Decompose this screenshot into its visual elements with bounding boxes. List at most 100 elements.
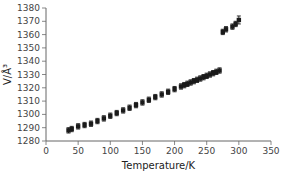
x-axis-label: Temperature/K: [121, 160, 196, 171]
error-bar: [147, 97, 151, 102]
error-bar: [237, 16, 241, 24]
x-tick: [110, 141, 111, 145]
error-bar-cap: [115, 110, 119, 111]
error-bar-cap: [211, 75, 215, 76]
error-bar-cap: [108, 113, 112, 114]
error-bar: [140, 100, 144, 105]
x-tick-label: 100: [102, 146, 119, 156]
x-tick-label: 350: [262, 146, 279, 156]
plot-area: [46, 8, 271, 141]
error-bar: [153, 94, 157, 99]
y-tick-label: 1290: [17, 123, 40, 133]
point: [127, 106, 131, 110]
error-bar-cap: [76, 123, 80, 124]
y-tick-label: 1370: [17, 16, 40, 26]
y-tick: [42, 47, 46, 48]
point: [217, 68, 221, 72]
x-tick: [238, 141, 239, 145]
error-bar: [102, 116, 106, 121]
y-tick-label: 1380: [17, 3, 40, 13]
point: [95, 119, 99, 123]
y-tick-label: 1330: [17, 70, 40, 80]
point: [147, 98, 151, 102]
y-tick: [42, 127, 46, 128]
error-bar: [70, 126, 74, 131]
error-bar-cap: [76, 129, 80, 130]
point: [76, 124, 80, 128]
y-tick-label: 1320: [17, 83, 40, 93]
error-bar-cap: [166, 94, 170, 95]
error-bar-cap: [115, 115, 119, 116]
error-bar-cap: [134, 107, 138, 108]
error-bar-cap: [108, 118, 112, 119]
point: [102, 116, 106, 120]
error-bar-cap: [102, 115, 106, 116]
point: [82, 123, 86, 127]
x-tick: [206, 141, 207, 145]
error-bar: [166, 89, 170, 94]
error-bar-cap: [218, 73, 222, 74]
y-tick: [42, 87, 46, 88]
error-bar: [121, 108, 125, 113]
y-tick-label: 1280: [17, 136, 40, 146]
error-bar-cap: [67, 133, 71, 134]
y-tick-label: 1340: [17, 56, 40, 66]
error-bar-cap: [182, 87, 186, 88]
error-bar-cap: [195, 82, 199, 83]
error-bar-cap: [166, 89, 170, 90]
error-bar-cap: [140, 99, 144, 100]
error-bar-cap: [208, 77, 212, 78]
error-bar: [76, 124, 80, 129]
error-bar: [224, 27, 228, 32]
x-tick: [174, 141, 175, 145]
error-bar-cap: [189, 85, 193, 86]
error-bar-cap: [218, 67, 222, 68]
point: [140, 100, 144, 104]
error-bar-cap: [95, 123, 99, 124]
error-bar-cap: [205, 78, 209, 79]
error-bar-cap: [221, 34, 225, 35]
error-bar-cap: [134, 102, 138, 103]
x-tick-label: 250: [198, 146, 215, 156]
error-bar-cap: [83, 127, 87, 128]
x-tick-label: 300: [230, 146, 247, 156]
x-tick-label: 200: [166, 146, 183, 156]
x-axis: [46, 141, 271, 142]
error-bar-cap: [224, 31, 228, 32]
x-tick: [271, 141, 272, 145]
error-bar-cap: [230, 29, 234, 30]
y-tick: [42, 101, 46, 102]
y-tick-label: 1310: [17, 96, 40, 106]
x-tick-label: 50: [72, 146, 84, 156]
error-bar-cap: [121, 107, 125, 108]
y-axis-label: V/Å³: [1, 64, 13, 85]
error-bar-cap: [140, 105, 144, 106]
point: [115, 111, 119, 115]
error-bar-cap: [153, 94, 157, 95]
error-bar: [89, 121, 93, 126]
y-tick-label: 1300: [17, 109, 40, 119]
error-bar: [134, 102, 138, 107]
error-bar-cap: [89, 126, 93, 127]
chart: 1280129013001310132013301340135013601370…: [0, 0, 283, 173]
error-bar-cap: [234, 26, 238, 27]
error-bar-cap: [173, 86, 177, 87]
error-bar-cap: [102, 121, 106, 122]
x-tick-label: 150: [134, 146, 151, 156]
y-tick: [42, 21, 46, 22]
data-points: [66, 16, 241, 133]
y-tick: [42, 114, 46, 115]
error-bar: [108, 113, 112, 118]
y-axis: [46, 8, 47, 141]
error-bar-cap: [237, 15, 241, 16]
error-bar: [115, 110, 119, 115]
error-bar-cap: [147, 97, 151, 98]
y-tick: [42, 61, 46, 62]
error-bar-cap: [237, 23, 241, 24]
y-tick-label: 1360: [17, 30, 40, 40]
error-bar-cap: [160, 97, 164, 98]
y-tick: [42, 8, 46, 9]
y-tick: [42, 141, 46, 142]
error-bar-cap: [224, 26, 228, 27]
error-bar-cap: [70, 131, 74, 132]
